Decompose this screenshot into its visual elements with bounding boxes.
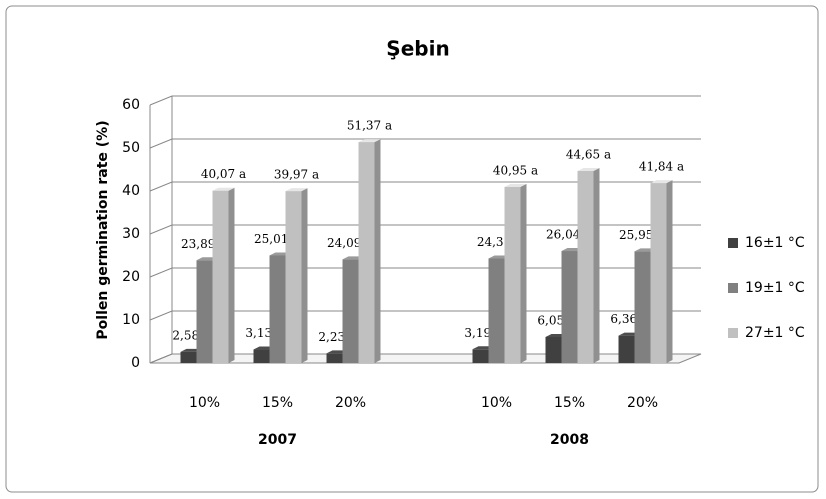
bar-side	[301, 188, 308, 363]
bar	[212, 190, 229, 363]
legend-swatch	[728, 328, 738, 338]
bar	[196, 260, 213, 363]
bar	[504, 186, 521, 363]
x-group-label: 2008	[550, 432, 589, 448]
y-tick-label: 50	[122, 140, 140, 156]
y-tick-label: 0	[131, 355, 140, 371]
grid-line	[149, 138, 701, 149]
x-tick-label: 15%	[262, 395, 293, 411]
bar	[650, 183, 667, 363]
chart-title: Şebin	[386, 37, 449, 61]
bar	[285, 191, 302, 363]
bar-side	[520, 183, 527, 363]
bar-top	[650, 180, 673, 184]
x-tick-label: 10%	[189, 395, 220, 411]
grid-line	[149, 181, 701, 192]
bar-side	[374, 139, 381, 363]
value-label: 40,95 a	[493, 163, 538, 177]
bar	[577, 171, 594, 363]
bar-side	[666, 180, 673, 363]
bar	[342, 259, 359, 363]
legend-label: 27±1 °C	[745, 325, 805, 341]
bar-top	[577, 168, 600, 172]
bar	[358, 142, 375, 363]
legend-label: 16±1 °C	[745, 235, 805, 251]
value-label: 51,37 a	[347, 119, 392, 133]
x-tick-label: 10%	[481, 395, 512, 411]
y-tick-label: 40	[122, 183, 140, 199]
chart-border	[5, 5, 819, 493]
legend-swatch	[728, 283, 738, 293]
bar	[269, 255, 286, 363]
bar	[634, 251, 651, 363]
bar	[253, 349, 270, 363]
bar-top	[212, 187, 235, 191]
bar	[561, 251, 578, 363]
bar	[472, 349, 489, 363]
y-axis-title: Pollen germination rate (%)	[95, 120, 111, 339]
bar-top	[285, 188, 308, 192]
bar	[326, 353, 343, 363]
legend-swatch	[728, 238, 738, 248]
bar-side	[228, 187, 235, 363]
value-label: 40,07 a	[201, 167, 246, 181]
bar-side	[593, 168, 600, 363]
bar-top	[504, 183, 527, 187]
y-tick-label: 60	[122, 97, 140, 113]
y-tick-label: 10	[122, 312, 140, 328]
value-label: 39,97 a	[274, 168, 319, 182]
grid-line	[149, 95, 701, 106]
y-tick-label: 20	[122, 269, 140, 285]
bar-top	[358, 139, 381, 143]
bar	[545, 336, 562, 363]
x-group-label: 2007	[258, 432, 297, 448]
bar	[488, 258, 505, 363]
x-tick-label: 20%	[627, 395, 658, 411]
x-tick-label: 15%	[554, 395, 585, 411]
legend-label: 19±1 °C	[745, 280, 805, 296]
bar	[618, 335, 635, 363]
x-tick-label: 20%	[335, 395, 366, 411]
y-tick-label: 30	[122, 226, 140, 242]
value-label: 44,65 a	[566, 148, 611, 162]
bar	[180, 351, 197, 363]
value-label: 41,84 a	[639, 160, 684, 174]
